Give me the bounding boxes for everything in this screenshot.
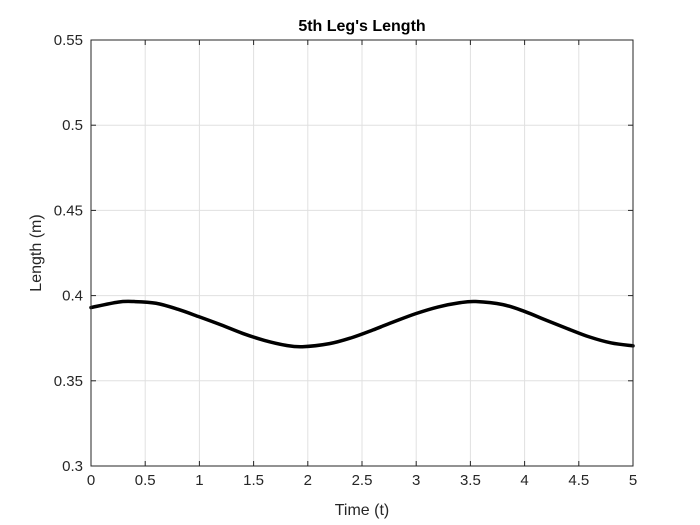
x-tick-label: 3.5 (460, 472, 481, 489)
y-tick-label: 0.55 (54, 32, 83, 49)
y-tick-label: 0.3 (62, 458, 83, 475)
x-tick-label: 1 (195, 472, 203, 489)
x-tick-label: 3 (412, 472, 420, 489)
chart-title: 5th Leg's Length (298, 18, 425, 35)
x-tick-label: 2.5 (352, 472, 373, 489)
y-tick-label: 0.35 (54, 373, 83, 390)
x-tick-label: 5 (629, 472, 637, 489)
y-tick-label: 0.4 (62, 288, 83, 305)
x-tick-label: 1.5 (243, 472, 264, 489)
x-tick-label: 4.5 (568, 472, 589, 489)
x-tick-label: 4 (520, 472, 528, 489)
x-tick-label: 0.5 (135, 472, 156, 489)
y-axis-label: Length (m) (28, 214, 45, 291)
x-axis-label: Time (t) (335, 502, 390, 519)
x-tick-label: 0 (87, 472, 95, 489)
y-tick-label: 0.45 (54, 202, 83, 219)
x-tick-label: 2 (304, 472, 312, 489)
y-tick-label: 0.5 (62, 117, 83, 134)
